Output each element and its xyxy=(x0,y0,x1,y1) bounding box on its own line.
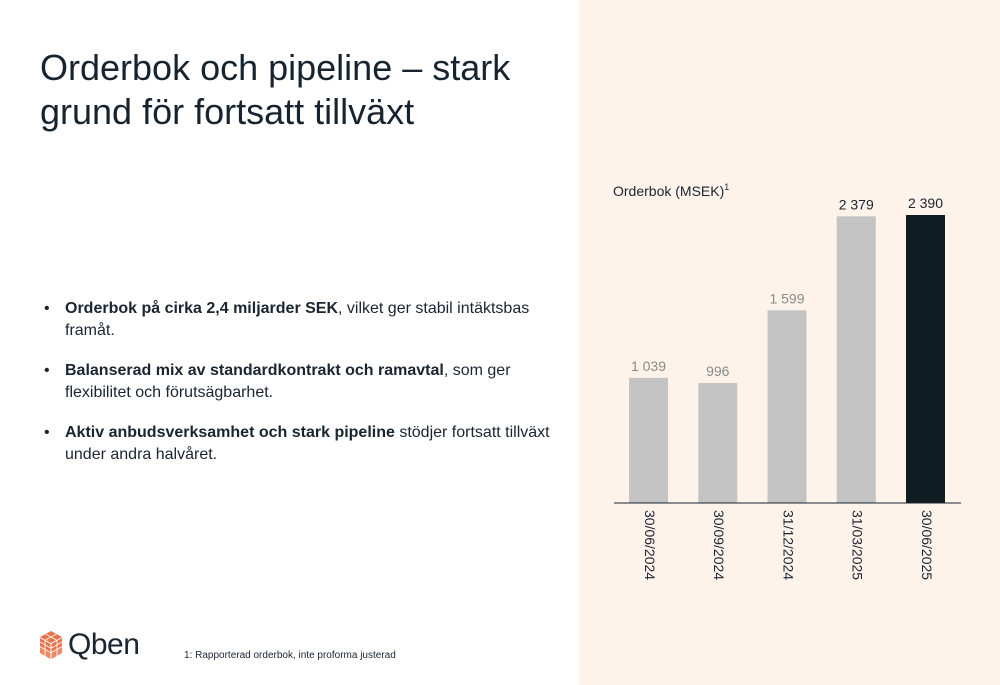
footnote: 1: Rapporterad orderbok, inte proforma j… xyxy=(184,650,396,661)
bullet-bold: Balanserad mix av standardkontrakt och r… xyxy=(65,362,444,379)
value-label: 1 599 xyxy=(769,290,804,306)
bullet-text: , vilket ger stabil intäktsbas framåt. xyxy=(65,300,530,339)
chart-title: Orderbok (MSEK)1 xyxy=(613,182,729,199)
category-label: 30/09/2024 xyxy=(711,510,727,580)
bullet-item: • Balanserad mix av standardkontrakt och … xyxy=(40,360,560,404)
category-label: 30/06/2025 xyxy=(919,510,935,580)
value-label: 2 390 xyxy=(908,195,943,211)
value-label: 2 379 xyxy=(839,196,874,212)
bullet-dot: • xyxy=(44,300,50,317)
orderbook-chart: Orderbok (MSEK)1 1 039 30/06/2024 996 30/09… xyxy=(613,182,961,580)
cube-stack-icon xyxy=(39,631,63,659)
bar-30/06/2025 xyxy=(906,215,945,503)
bullet-text: stödjer fortsatt tillväxt under andra ha… xyxy=(65,424,550,463)
bar-31/03/2025 xyxy=(836,216,876,504)
category-label: 31/12/2024 xyxy=(780,510,796,580)
bullet-list: • Orderbok på cirka 2,4 miljarder SEK, vi… xyxy=(40,298,560,484)
bullet-dot: • xyxy=(44,362,50,379)
value-label: 1 039 xyxy=(631,358,666,374)
bullet-text: , som ger flexibilitet och förutsägbarhe… xyxy=(65,362,511,401)
page-title: Orderbok och pipeline – stark grund för … xyxy=(40,47,511,132)
value-label: 996 xyxy=(706,363,730,379)
category-label: 30/06/2024 xyxy=(642,510,658,580)
bar-30/09/2024 xyxy=(698,382,738,503)
bar-31/12/2024 xyxy=(767,310,807,503)
category-label: 31/03/2025 xyxy=(850,510,866,580)
bullet-dot: • xyxy=(44,424,50,441)
bars-layer: 1 039 30/06/2024 996 30/09/2024 1 599 31/12/2… xyxy=(629,195,945,580)
bullet-item: • Aktiv anbudsverksamhet och stark pipeli… xyxy=(40,422,560,466)
bullet-item: • Orderbok på cirka 2,4 miljarder SEK, vi… xyxy=(40,298,560,342)
bullet-bold: Orderbok på cirka 2,4 miljarder SEK xyxy=(65,300,339,317)
bar-30/06/2024 xyxy=(629,377,668,503)
chart-title-superscript: 1 xyxy=(724,182,729,192)
chart-title-text: Orderbok (MSEK) xyxy=(613,183,724,199)
bullet-bold: Aktiv anbudsverksamhet och stark pipelin… xyxy=(65,424,395,441)
logo-text: Qben xyxy=(68,628,140,661)
qben-logo: Qben xyxy=(38,628,140,662)
